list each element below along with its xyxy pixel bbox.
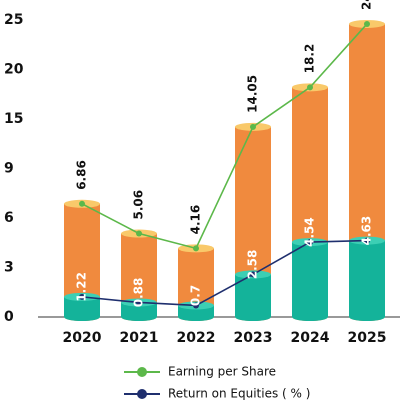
- bar: [121, 302, 157, 317]
- value-label: 2.58: [246, 250, 260, 280]
- value-label: 1.22: [75, 272, 89, 302]
- point: [193, 302, 199, 309]
- bar-base: [64, 313, 100, 321]
- y-tick-label: 3: [4, 260, 14, 276]
- value-label: 4.63: [360, 216, 374, 246]
- value-label: 24.6: [360, 0, 374, 10]
- x-tick-label: 2022: [177, 330, 216, 346]
- bar-base: [349, 313, 385, 321]
- point: [250, 271, 256, 278]
- y-tick-label: 20: [4, 62, 24, 78]
- point: [193, 245, 199, 252]
- bar-base: [121, 313, 157, 321]
- value-label: 4.54: [303, 217, 317, 247]
- point: [364, 20, 370, 27]
- value-label: 18.2: [303, 44, 317, 74]
- line: [81, 239, 368, 307]
- point: [250, 123, 256, 130]
- legend-label: Earning per Share: [168, 365, 276, 379]
- value-label: 4.16: [189, 205, 203, 235]
- y-tick-label: 0: [4, 309, 14, 325]
- value-label: 14.05: [246, 75, 260, 113]
- x-tick-label: 2025: [348, 330, 387, 346]
- bar-base: [235, 313, 271, 321]
- legend-marker: [137, 367, 147, 377]
- value-label: 0.88: [132, 278, 146, 308]
- point: [79, 200, 85, 207]
- bar: [349, 240, 385, 317]
- y-tick-label: 6: [4, 210, 14, 226]
- y-tick-label: 25: [4, 12, 23, 28]
- point: [307, 84, 313, 91]
- bar: [292, 242, 328, 317]
- bar-base: [292, 313, 328, 321]
- x-tick-label: 2020: [63, 330, 102, 346]
- y-tick-label: 15: [4, 111, 23, 127]
- point: [79, 293, 85, 300]
- y-tick-label: 9: [4, 161, 14, 177]
- point: [364, 237, 370, 244]
- value-label: 5.06: [132, 190, 146, 220]
- point: [136, 299, 142, 306]
- line: [81, 23, 368, 250]
- x-tick-label: 2023: [234, 330, 273, 346]
- value-label: 0.7: [189, 285, 203, 306]
- point: [136, 230, 142, 237]
- legend-label: Return on Equities ( % ): [168, 387, 310, 401]
- x-tick-label: 2021: [120, 330, 159, 346]
- x-tick-label: 2024: [291, 330, 330, 346]
- point: [307, 239, 313, 246]
- bar: [64, 296, 100, 317]
- value-label: 6.86: [75, 160, 89, 190]
- bar: [178, 305, 214, 317]
- bar-base: [178, 313, 214, 321]
- legend-marker: [137, 389, 147, 399]
